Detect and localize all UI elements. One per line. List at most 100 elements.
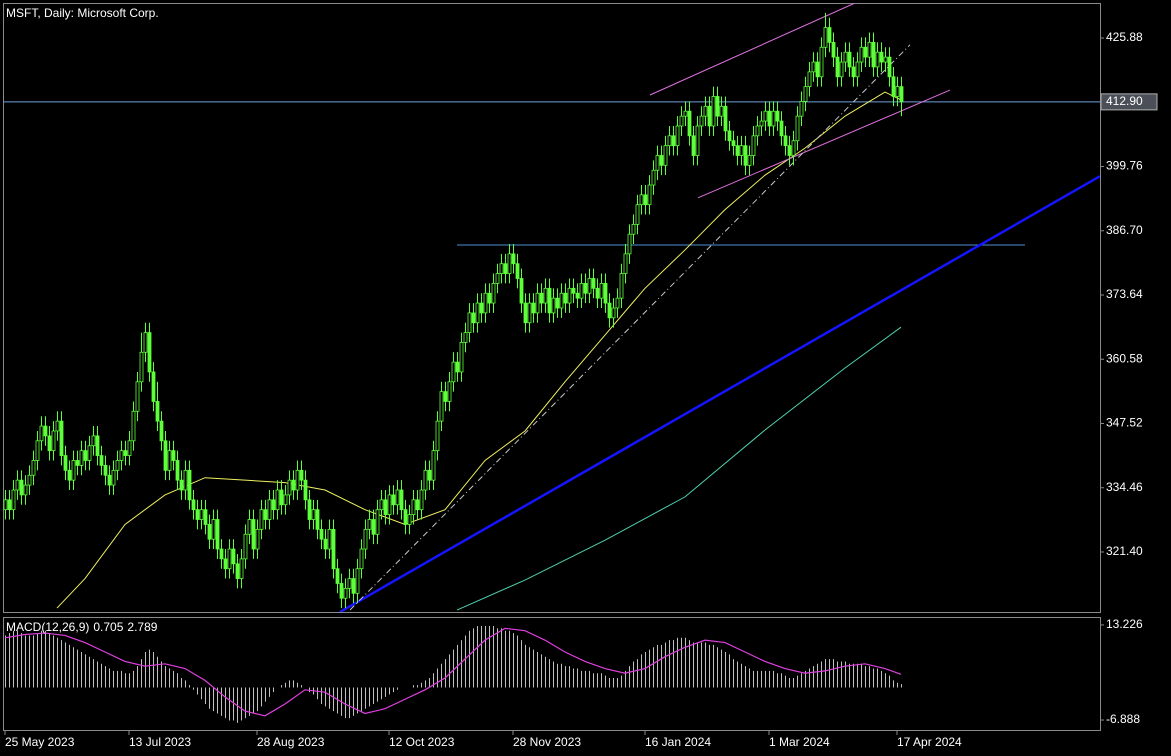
candle-body (431, 450, 436, 481)
candle-body (783, 135, 788, 147)
candle-body (123, 450, 128, 456)
candle-body (607, 302, 612, 319)
candle-body (83, 450, 88, 461)
candle-body (647, 184, 652, 206)
candle-body (735, 145, 740, 156)
candle-body (199, 509, 204, 520)
candle-body (775, 110, 780, 122)
y-tick-label: 386.70 (1106, 223, 1143, 237)
candle-body (403, 509, 408, 525)
candle-body (527, 302, 532, 324)
candle-body (391, 494, 396, 506)
candle-body (119, 450, 124, 461)
candle-body (875, 51, 880, 68)
candle-body (719, 105, 724, 117)
candle-body (239, 558, 244, 579)
candle-body (71, 460, 76, 481)
candle-body (63, 455, 68, 471)
candle-body (835, 56, 840, 78)
candle-body (499, 263, 504, 274)
candle-body (487, 292, 492, 304)
candle-body (687, 110, 692, 137)
candle-body (439, 391, 444, 422)
candle-body (287, 479, 292, 496)
candle-body (335, 568, 340, 584)
candle-body (207, 524, 212, 540)
candle-body (799, 100, 804, 117)
candle-body (191, 499, 196, 511)
candle-body (355, 568, 360, 594)
candle-body (795, 115, 800, 142)
candle-body (615, 297, 620, 309)
candle-body (859, 46, 864, 63)
candle-body (263, 509, 268, 520)
candle-body (155, 401, 160, 422)
candle-body (651, 169, 656, 186)
candle-body (807, 71, 812, 88)
candle-body (587, 278, 592, 294)
candle-body (275, 489, 280, 511)
trendline (349, 44, 911, 611)
macd-value: 0.705 (93, 620, 123, 634)
candle-body (131, 410, 136, 442)
candle-body (515, 263, 520, 279)
candle-body (339, 583, 344, 599)
candle-body (139, 351, 144, 383)
candle-body (571, 287, 576, 294)
macd-signal (4, 627, 902, 717)
candle-body (683, 110, 688, 117)
candle-body (87, 445, 92, 461)
candle-body (443, 391, 448, 402)
moving-average (56, 91, 902, 609)
candle-body (567, 287, 572, 304)
candle-body (787, 145, 792, 156)
candle-body (107, 474, 112, 486)
candle-body (635, 204, 640, 225)
candle-body (519, 278, 524, 304)
candle-body (791, 140, 796, 156)
candle-body (495, 273, 500, 284)
candle-body (283, 494, 288, 506)
candle-body (539, 292, 544, 304)
y-tick-label: 360.58 (1106, 351, 1143, 365)
candle-body (815, 61, 820, 78)
candle-body (491, 282, 496, 304)
candle-body (35, 440, 40, 461)
candle-body (691, 135, 696, 156)
candle-body (559, 292, 564, 309)
candle-body (747, 155, 752, 166)
x-tick-label: 28 Aug 2023 (257, 735, 325, 749)
candle-body (399, 489, 404, 511)
candle-body (331, 528, 336, 570)
candle-body (855, 61, 860, 78)
candle-body (679, 115, 684, 127)
candle-body (755, 125, 760, 137)
candle-body (203, 509, 208, 525)
candle-body (195, 509, 200, 520)
candle-body (3, 499, 8, 511)
candle-body (375, 509, 380, 535)
price-label-box (1100, 93, 1158, 111)
candle-body (103, 465, 108, 476)
candle-body (715, 96, 720, 117)
candle-body (759, 120, 764, 127)
candle-body (739, 145, 744, 156)
candle-body (579, 282, 584, 299)
macd-value: 2.789 (127, 620, 157, 634)
candle-body (675, 125, 680, 147)
candle-body (27, 474, 32, 486)
candle-body (711, 96, 716, 127)
macd-y-tick-label: 13.226 (1106, 617, 1143, 631)
chart-title: MSFT, Daily: Microsoft Corp. (6, 6, 159, 20)
candle-body (659, 155, 664, 166)
candle-body (299, 469, 304, 481)
candle-body (223, 558, 228, 570)
candle-body (883, 56, 888, 63)
candle-body (595, 287, 600, 299)
candle-body (451, 361, 456, 383)
candle-body (175, 460, 180, 481)
axes: 425.88 399.76 386.70 373.64 360.58 347.52 334.… (4, 30, 1158, 749)
candle-body (51, 430, 56, 452)
candle-body (311, 509, 316, 520)
macd-name: MACD(12,26,9) (6, 620, 89, 634)
